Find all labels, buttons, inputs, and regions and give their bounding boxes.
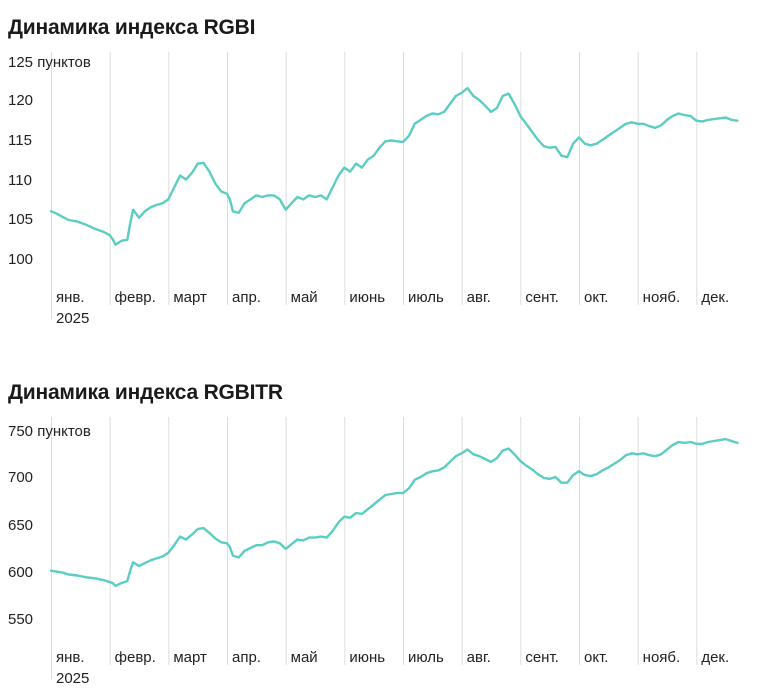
- year-label: 2025: [56, 310, 89, 327]
- y-tick-label: 650: [8, 517, 33, 534]
- y-tick-label: 600: [8, 564, 33, 581]
- series-line-rgbitr: [49, 437, 739, 588]
- x-tick-label: апр.: [232, 289, 261, 306]
- rgbitr-line-chart: янв. февр. март апр. май июнь июль авг. сент. окт…: [8, 417, 739, 687]
- x-tick-label: окт.: [584, 289, 608, 306]
- x-tick-label: сент.: [525, 649, 559, 666]
- x-tick-label: сент.: [525, 289, 559, 306]
- year-label: 2025: [56, 670, 89, 687]
- series-line-rgbi: [49, 86, 739, 246]
- x-tick-label: май: [291, 649, 318, 666]
- x-tick-label: июль: [408, 649, 444, 666]
- y-tick-label: 700: [8, 469, 33, 486]
- rgbi-line-chart: янв. февр. март апр. май июнь июль авг. сент. окт…: [8, 52, 739, 327]
- y-tick-label: 550: [8, 611, 33, 628]
- y-tick-label: 750 пунктов: [8, 423, 91, 440]
- x-tick-label: июль: [408, 289, 444, 306]
- x-tick-label: июнь: [349, 649, 385, 666]
- chart-title: Динамика индекса RGBI: [8, 16, 256, 39]
- x-tick-label: март: [173, 289, 207, 306]
- x-tick-label: нояб.: [643, 289, 681, 306]
- x-tick-label: нояб.: [643, 649, 681, 666]
- x-tick-label: март: [173, 649, 207, 666]
- chart-title: Динамика индекса RGBITR: [8, 381, 283, 404]
- y-tick-label: 125 пунктов: [8, 54, 91, 71]
- x-tick-label: авг.: [467, 649, 491, 666]
- x-tick-label: июнь: [349, 289, 385, 306]
- rgbi-chart-panel: Динамика индекса RGBI янв. февр. март апр. м…: [0, 0, 773, 345]
- x-tick-label: дек.: [701, 289, 729, 306]
- x-tick-label: авг.: [467, 289, 491, 306]
- rgbitr-chart-panel: Динамика индекса RGBITR янв. февр. март апр…: [0, 365, 773, 696]
- y-tick-label: 115: [8, 132, 32, 149]
- y-tick-label: 100: [8, 251, 33, 268]
- x-tick-label: февр.: [115, 289, 156, 306]
- y-tick-label: 120: [8, 92, 33, 109]
- x-tick-label: окт.: [584, 649, 608, 666]
- x-tick-label: янв.: [56, 649, 85, 666]
- x-tick-label: дек.: [701, 649, 729, 666]
- x-tick-label: апр.: [232, 649, 261, 666]
- x-tick-label: май: [291, 289, 318, 306]
- x-tick-label: янв.: [56, 289, 85, 306]
- y-tick-label: 105: [8, 211, 33, 228]
- x-tick-label: февр.: [115, 649, 156, 666]
- y-tick-label: 110: [8, 172, 32, 189]
